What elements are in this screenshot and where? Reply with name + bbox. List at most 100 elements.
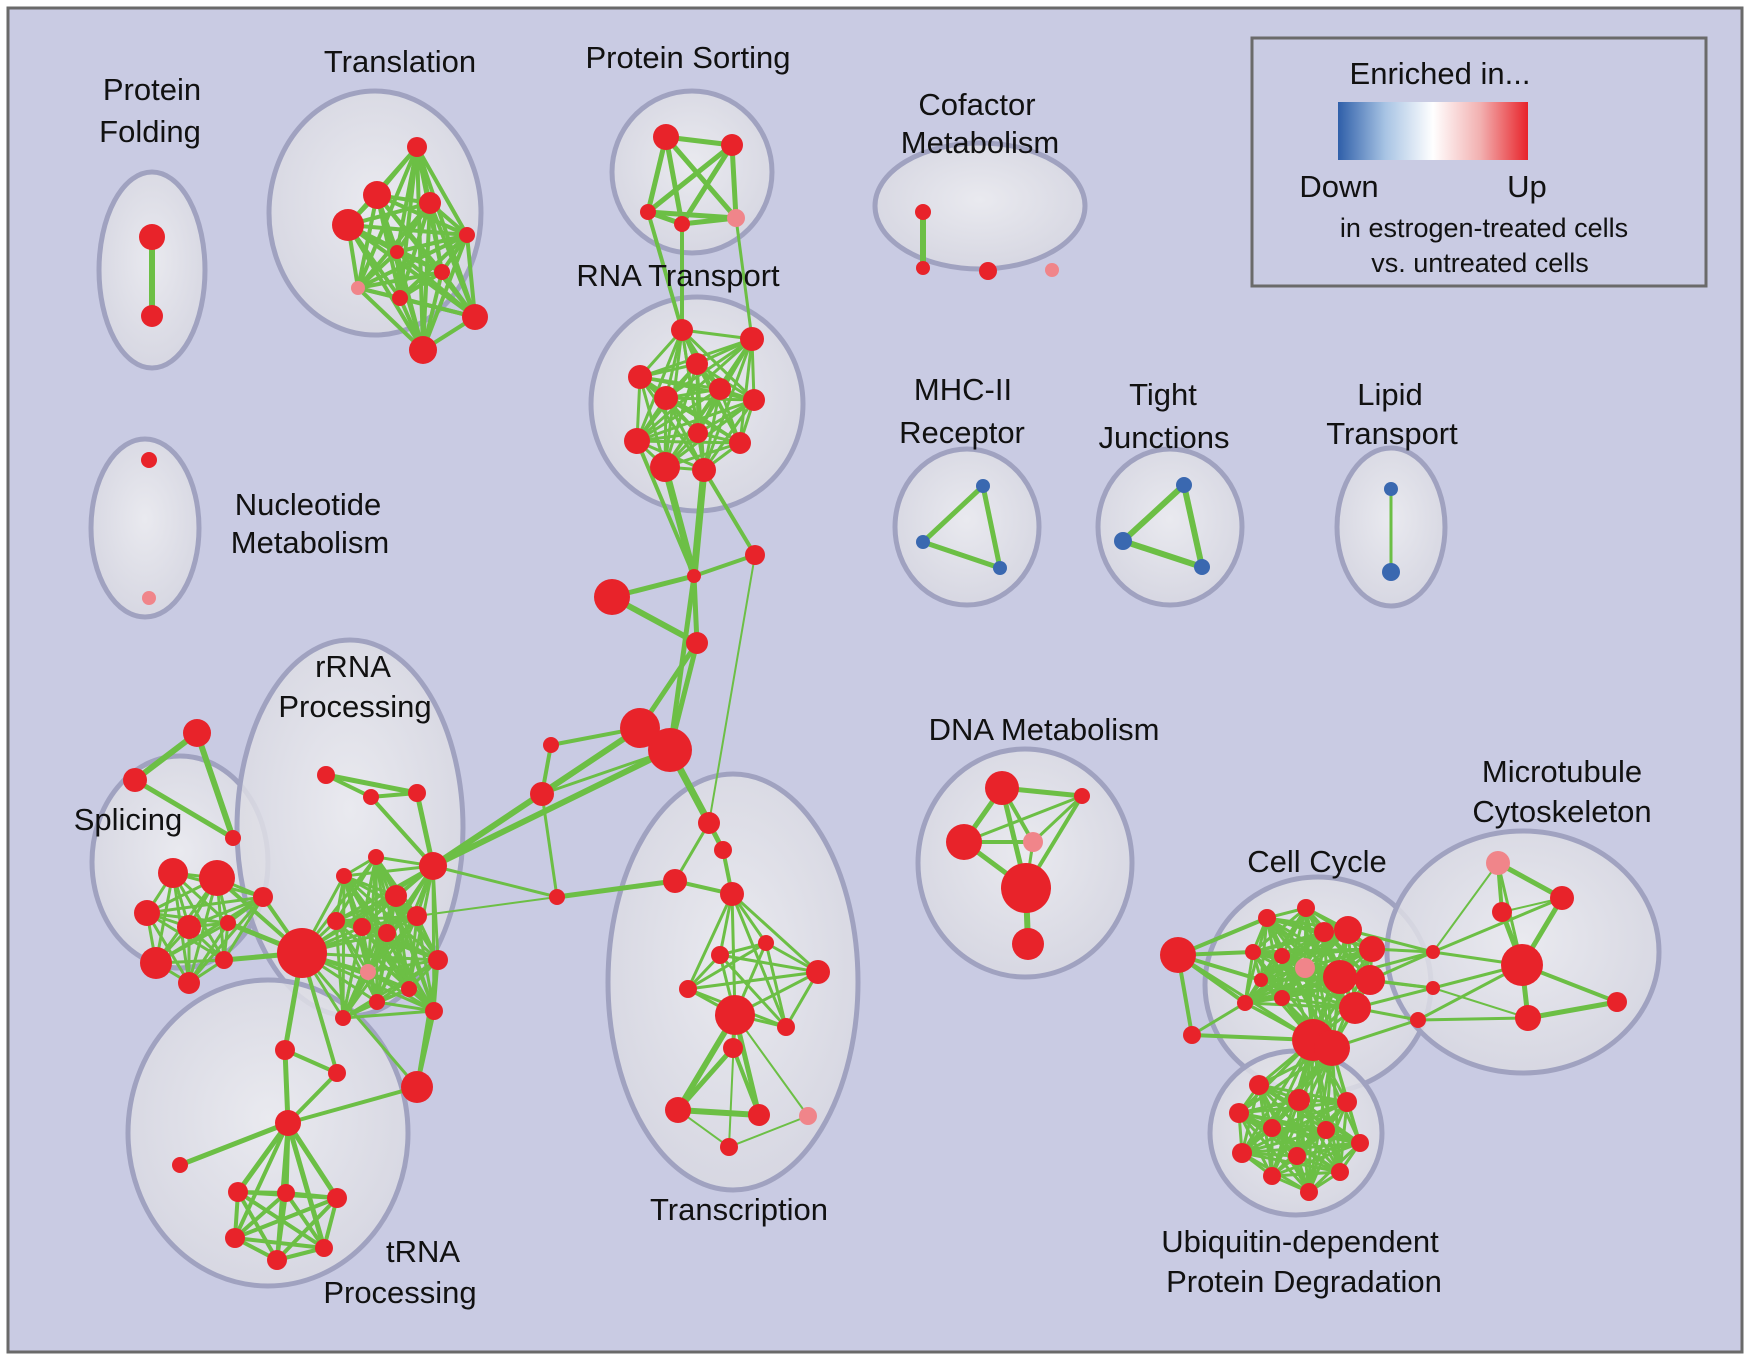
legend: Enriched in... Down Up in estrogen-treated … <box>1250 36 1708 288</box>
network-edge <box>132 777 236 841</box>
network-edge <box>1181 482 1205 570</box>
gene-set-node-sp1 <box>158 858 188 888</box>
network-edge <box>416 896 558 917</box>
network-edge <box>1240 1128 1328 1155</box>
gene-set-node-pf2 <box>141 305 163 327</box>
gene-set-node-r4 <box>368 849 384 865</box>
network-edge <box>664 396 756 402</box>
cluster-ellipse-tight-junctions <box>1095 446 1245 608</box>
network-edge <box>686 892 734 991</box>
network-edge <box>356 286 425 352</box>
gene-set-node-tn5 <box>267 1250 287 1270</box>
gene-set-node-pf1 <box>139 224 165 250</box>
network-edge <box>764 941 788 1029</box>
gene-set-node-tr7 <box>434 264 450 280</box>
gene-set-node-r9 <box>327 912 345 930</box>
network-edge <box>718 953 788 1029</box>
network-edge <box>1270 1126 1362 1145</box>
cluster-label-trna-processing: Processing <box>323 1275 476 1310</box>
gene-set-node-tn3 <box>327 1188 347 1208</box>
gene-set-node-tnC <box>401 1071 433 1103</box>
gene-set-node-cc6 <box>1245 944 1261 960</box>
cluster-ellipse-mhc-ii-receptor <box>892 446 1042 608</box>
gene-set-node-cf1 <box>915 204 931 220</box>
network-edge <box>366 958 440 974</box>
network-edge <box>341 958 440 1020</box>
gene-set-node-hb2 <box>686 632 708 654</box>
gene-set-node-tr5 <box>459 227 475 243</box>
cluster-label-protein-sorting: Protein Sorting <box>585 40 790 75</box>
cluster-label-rrna-processing: rRNA <box>315 649 391 684</box>
network-edge <box>664 337 754 400</box>
cluster-label-nucleotide-metabolism: Nucleotide <box>235 487 381 522</box>
network-edge <box>356 145 419 290</box>
gene-set-node-tr11 <box>409 336 437 364</box>
gene-set-node-tn2 <box>277 1184 295 1202</box>
network-edge <box>356 250 399 290</box>
gene-set-node-rt9 <box>624 428 650 454</box>
gene-set-node-cf3 <box>979 262 997 280</box>
network-edge <box>415 145 469 237</box>
legend-box <box>1250 36 1708 288</box>
cluster-label-rna-transport: RNA Transport <box>576 258 780 293</box>
network-edge <box>702 387 722 472</box>
cluster-label-mhc-ii-receptor: Receptor <box>899 415 1025 450</box>
cluster-label-cofactor-metabolism: Cofactor <box>918 87 1035 122</box>
network-edge <box>1431 896 1564 954</box>
network-edge <box>728 1115 809 1148</box>
gene-set-node-rt12 <box>692 458 716 482</box>
gene-set-node-tr3 <box>419 192 441 214</box>
network-edge <box>346 223 469 237</box>
gene-set-node-r13 <box>360 964 376 980</box>
cluster-label-protein-folding: Protein <box>103 72 201 107</box>
gene-set-node-cc1 <box>1297 899 1315 917</box>
network-edge <box>235 1120 291 1195</box>
legend-down-label: Down <box>1299 169 1378 204</box>
network-edge <box>1120 538 1205 570</box>
gene-set-node-rt7 <box>743 389 765 411</box>
network-edge <box>1270 1126 1342 1174</box>
network-edge <box>1237 1111 1274 1178</box>
network-edge <box>635 387 722 443</box>
network-edge <box>692 553 757 578</box>
network-edge <box>680 328 756 402</box>
gene-set-node-mt3 <box>1492 902 1512 922</box>
network-edge <box>233 1191 288 1240</box>
cluster-ellipse-protein-sorting <box>609 88 775 256</box>
gene-set-node-ub8 <box>1232 1143 1252 1163</box>
cluster-label-dna-metabolism: DNA Metabolism <box>929 712 1160 747</box>
network-edge <box>554 878 678 900</box>
network-edge <box>1416 1016 1530 1022</box>
network-edge <box>285 1120 340 1201</box>
network-edge <box>341 874 346 1020</box>
network-edge <box>1031 794 1084 844</box>
network-edge <box>679 215 739 227</box>
network-edge <box>187 895 265 929</box>
cluster-ellipse-dna-metabolism <box>915 746 1135 980</box>
gene-set-node-cf2 <box>916 261 930 275</box>
gene-set-node-r7 <box>385 885 407 907</box>
gene-set-node-cc3 <box>1314 922 1334 942</box>
cluster-label-nucleotide-metabolism: Metabolism <box>231 525 390 560</box>
network-edge <box>233 1121 290 1240</box>
network-edge <box>300 951 419 1089</box>
gene-set-node-ps1 <box>653 124 679 150</box>
network-edge <box>177 1120 291 1168</box>
gene-set-node-tj1 <box>1176 477 1192 493</box>
gene-set-node-cc2 <box>1258 909 1276 927</box>
gene-set-node-tx15 <box>720 1138 738 1156</box>
gene-set-node-r14 <box>428 950 448 970</box>
gene-set-node-tnH <box>275 1110 301 1136</box>
network-edge <box>638 375 756 402</box>
gene-set-node-ps5 <box>727 209 745 227</box>
network-edge <box>702 468 757 557</box>
network-edge <box>342 864 435 878</box>
network-edge <box>663 134 685 227</box>
legend-up-label: Up <box>1507 169 1547 204</box>
gene-set-node-sp9 <box>215 951 233 969</box>
gene-set-node-cf4 <box>1045 263 1059 277</box>
gene-set-node-jr <box>745 545 765 565</box>
cluster-label-lipid-transport: Lipid <box>1357 377 1423 412</box>
